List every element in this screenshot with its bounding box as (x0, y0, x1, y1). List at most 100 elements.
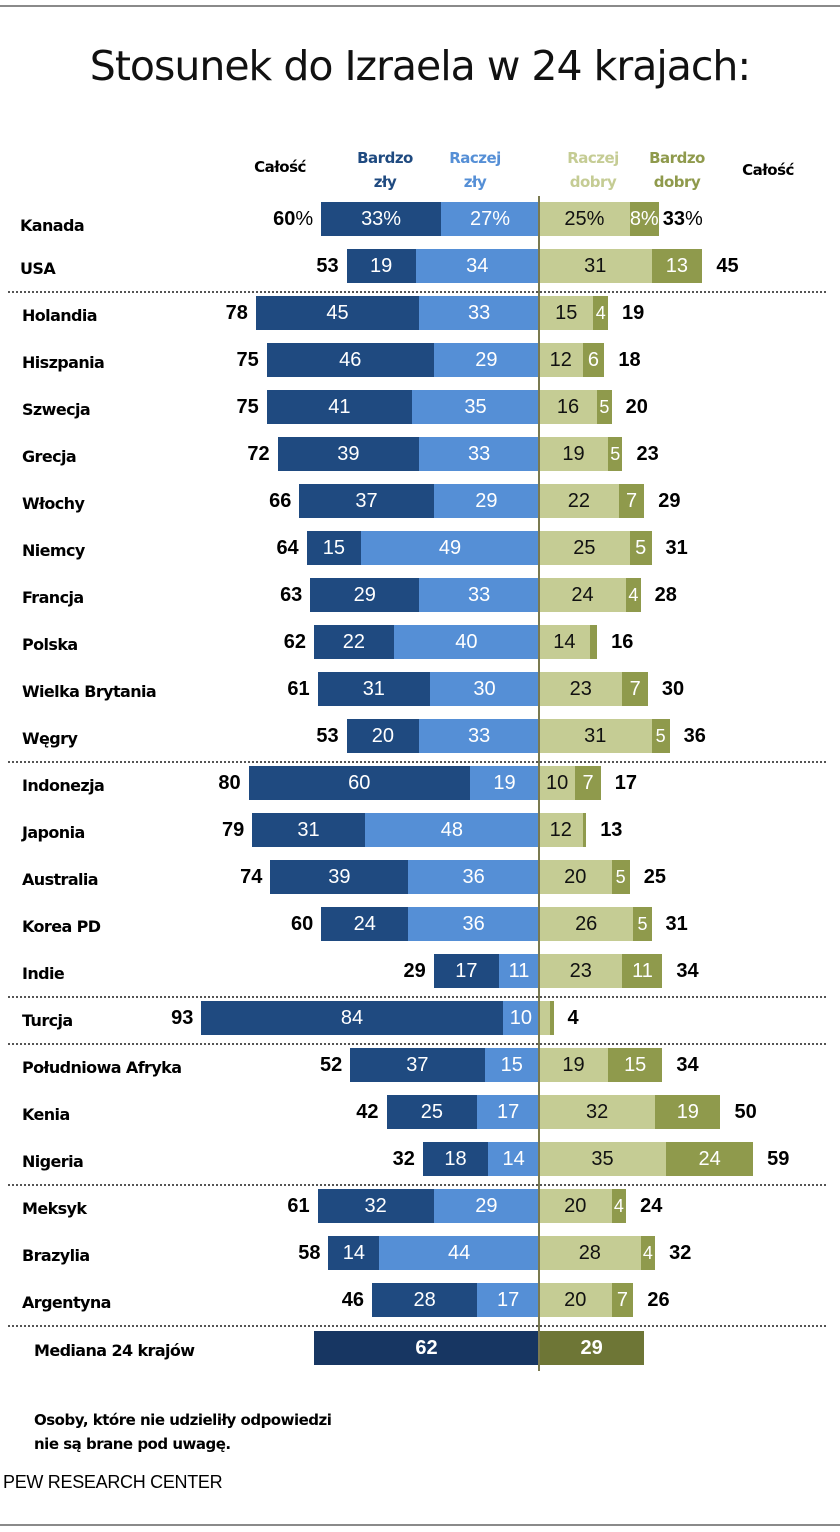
bar-very-favorable (549, 1001, 554, 1035)
bar-very-unfavorable: 84 (201, 1001, 503, 1035)
footnote-line1: Osoby, które nie udzieliły odpowiedzi (34, 1411, 332, 1429)
total-favorable: 25 (643, 866, 666, 888)
bar-very-favorable: 7 (611, 1283, 634, 1317)
bar-very-unfavorable: 18 (422, 1142, 489, 1176)
header-somewhat-favorable-line2: dobry (569, 173, 617, 191)
median-bar-favorable: 29 (539, 1331, 645, 1365)
bar-very-favorable: 8% (629, 202, 659, 236)
bar-very-unfavorable: 31 (317, 672, 431, 706)
group-separator (8, 1183, 826, 1186)
bar-somewhat-favorable: 23 (539, 672, 623, 706)
header-very-unfavorable-line2: zły (373, 173, 397, 191)
bar-very-favorable: 5 (629, 531, 652, 565)
total-unfavorable: 60% (273, 208, 314, 230)
total-unfavorable: 46 (341, 1289, 365, 1311)
total-unfavorable: 63 (280, 584, 303, 606)
header-somewhat-favorable: Raczej dobry (548, 146, 638, 194)
header-total-left: Całość (240, 155, 320, 179)
bar-very-favorable: 5 (611, 860, 630, 894)
total-favorable: 34 (676, 1054, 699, 1076)
bar-very-favorable (582, 813, 587, 847)
bar-very-favorable: 4 (611, 1189, 627, 1223)
total-unfavorable: 29 (403, 960, 426, 982)
total-favorable: 20 (625, 396, 648, 418)
header-total-right-label: Całość (742, 161, 794, 179)
total-unfavorable: 79 (221, 819, 245, 841)
bar-very-unfavorable: 46 (266, 343, 434, 377)
percent-sign: % (685, 208, 703, 230)
header-total-left-label: Całość (254, 158, 306, 176)
bar-very-unfavorable: 19 (346, 249, 416, 283)
bar-somewhat-favorable: 35 (539, 1142, 667, 1176)
bar-very-favorable: 7 (622, 672, 648, 706)
bar-very-favorable: 15 (607, 1048, 663, 1082)
total-favorable: 45 (716, 255, 739, 277)
bar-very-unfavorable: 45 (255, 296, 420, 330)
bar-somewhat-unfavorable: 17 (477, 1095, 539, 1129)
bar-very-unfavorable: 17 (433, 954, 500, 988)
total-favorable: 50 (734, 1101, 757, 1123)
header-very-favorable-line2: dobry (653, 173, 701, 191)
country-label: Południowa Afryka (22, 1058, 182, 1077)
total-unfavorable: 52 (320, 1054, 343, 1076)
country-label: Turcja (22, 1011, 73, 1030)
bar-very-unfavorable: 25 (386, 1095, 478, 1129)
header-very-unfavorable-line1: Bardzo (357, 149, 413, 167)
bar-very-favorable: 5 (597, 390, 612, 424)
bar-somewhat-favorable: 20 (539, 1283, 612, 1317)
bar-very-favorable: 19 (655, 1095, 721, 1129)
bar-somewhat-favorable: 15 (539, 296, 594, 330)
bar-somewhat-unfavorable: 15 (484, 1048, 539, 1082)
bar-somewhat-favorable: 20 (539, 860, 612, 894)
country-label: Argentyna (22, 1293, 111, 1312)
header-very-unfavorable: Bardzo zły (340, 146, 430, 194)
bar-somewhat-favorable: 24 (539, 578, 627, 612)
top-rule (0, 5, 840, 7)
header-somewhat-unfavorable-line2: zły (463, 173, 487, 191)
header-somewhat-unfavorable: Raczej zły (430, 146, 520, 194)
bar-very-unfavorable: 39 (270, 860, 409, 894)
header-very-favorable-line1: Bardzo (649, 149, 705, 167)
total-unfavorable: 42 (356, 1101, 379, 1123)
bar-somewhat-favorable: 16 (539, 390, 598, 424)
bar-very-favorable (589, 625, 598, 659)
country-label: Korea PD (22, 917, 101, 936)
bar-very-unfavorable: 37 (350, 1048, 485, 1082)
bar-somewhat-unfavorable: 29 (433, 484, 539, 518)
bar-somewhat-favorable: 25% (539, 202, 630, 236)
footnote-line2: nie są brane pod uwagę. (34, 1435, 231, 1453)
bar-very-unfavorable: 15 (306, 531, 362, 565)
bar-somewhat-unfavorable: 29 (433, 343, 539, 377)
bar-very-unfavorable: 22 (313, 625, 394, 659)
total-unfavorable: 61 (287, 1195, 310, 1217)
bar-somewhat-unfavorable: 33 (419, 437, 539, 471)
bar-somewhat-unfavorable: 17 (477, 1283, 539, 1317)
header-somewhat-favorable-line1: Raczej (567, 149, 619, 167)
bar-very-unfavorable: 28 (372, 1283, 478, 1317)
total-unfavorable: 53 (316, 255, 339, 277)
median-bar-unfavorable: 62 (313, 1331, 539, 1365)
bar-somewhat-favorable: 26 (539, 907, 634, 941)
bar-somewhat-unfavorable: 40 (393, 625, 539, 659)
total-favorable: 17 (614, 772, 637, 794)
country-label: Węgry (22, 729, 78, 748)
total-unfavorable: 58 (298, 1242, 321, 1264)
bar-somewhat-unfavorable: 33 (419, 578, 539, 612)
total-favorable: 36 (683, 725, 706, 747)
bar-somewhat-favorable: 23 (539, 954, 623, 988)
total-favorable: 13 (600, 819, 623, 841)
bar-very-favorable: 5 (633, 907, 652, 941)
total-unfavorable: 62 (283, 631, 306, 653)
total-unfavorable: 64 (276, 537, 299, 559)
bar-very-unfavorable: 24 (321, 907, 409, 941)
total-unfavorable: 72 (247, 443, 270, 465)
total-favorable: 31 (665, 537, 688, 559)
bar-somewhat-unfavorable: 36 (408, 907, 539, 941)
bar-somewhat-favorable: 12 (539, 343, 583, 377)
country-label: Polska (22, 635, 78, 654)
country-label: Holandia (22, 306, 98, 325)
bar-very-favorable: 7 (618, 484, 645, 518)
country-label: Indonezja (22, 776, 105, 795)
bottom-rule (0, 1524, 840, 1526)
bar-somewhat-favorable: 31 (539, 249, 652, 283)
